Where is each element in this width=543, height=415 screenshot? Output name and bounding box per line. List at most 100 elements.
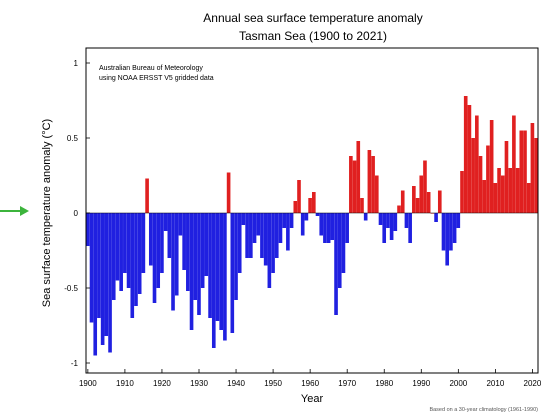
annotation-line-1: Australian Bureau of Meteorology [99, 65, 203, 72]
bar-1938 [226, 172, 231, 213]
bar-1901 [89, 213, 94, 323]
bar-2001 [460, 171, 464, 213]
chart-title: Annual sea surface temperature anomaly [203, 11, 422, 25]
bar-1978 [374, 175, 379, 213]
y-tick-label: 1 [74, 59, 79, 68]
bar-1928 [189, 213, 194, 330]
bar-1940 [234, 213, 238, 300]
x-axis-label: Year [301, 393, 324, 405]
y-tick-label: -1 [71, 359, 79, 368]
bar-1967 [334, 213, 338, 315]
bar-1953 [282, 213, 286, 228]
bar-1946 [256, 213, 261, 236]
bar-2017 [519, 130, 524, 213]
bar-1981 [386, 213, 390, 228]
bar-2012 [500, 175, 505, 213]
bar-1973 [356, 141, 361, 213]
bar-2021 [534, 138, 538, 213]
bars-group [86, 96, 538, 356]
bar-2000 [456, 213, 461, 228]
bar-2006 [478, 156, 483, 213]
bar-1985 [400, 190, 405, 213]
bar-1914 [137, 213, 142, 294]
bar-2018 [523, 130, 527, 213]
bar-1920 [160, 213, 164, 273]
bar-1980 [382, 213, 387, 243]
bar-2004 [471, 138, 475, 213]
bar-1904 [100, 213, 105, 345]
x-ticks-group: 1900 1910 1920 1930 1940 1950 1960 1970 1980 1990… [79, 369, 542, 388]
bar-1957 [297, 180, 301, 213]
bar-1995 [437, 190, 442, 213]
bar-1944 [249, 213, 253, 258]
bar-1949 [267, 213, 272, 288]
bar-1956 [293, 201, 298, 213]
x-tick-label: 1950 [264, 379, 282, 388]
bar-1951 [274, 213, 279, 258]
x-tick-label: 1900 [79, 379, 97, 388]
x-tick-label: 1980 [375, 379, 393, 388]
bar-1925 [178, 213, 183, 236]
bar-1919 [156, 213, 161, 288]
bar-2011 [497, 168, 501, 213]
bar-1942 [241, 213, 246, 225]
annotation-line-2: using NOAA ERSST V5 gridded data [99, 75, 214, 82]
bar-1983 [393, 213, 398, 231]
bar-2015 [512, 115, 516, 213]
bar-1994 [434, 213, 438, 222]
bar-1961 [312, 192, 316, 213]
bar-1955 [289, 213, 294, 228]
bar-1968 [337, 213, 342, 288]
bar-1988 [412, 186, 416, 213]
bar-1976 [367, 150, 372, 213]
bar-1935 [215, 213, 220, 321]
bar-1918 [152, 213, 157, 303]
bar-1934 [211, 213, 216, 348]
bar-1960 [308, 198, 312, 213]
bar-1958 [300, 213, 305, 236]
bar-1987 [408, 213, 412, 243]
bar-2016 [515, 168, 520, 213]
x-tick-label: 2020 [524, 379, 542, 388]
y-tick-label: -0.5 [64, 284, 78, 293]
bar-1912 [130, 213, 135, 318]
bar-1941 [237, 213, 242, 273]
plot-frame [85, 47, 539, 374]
bar-2007 [482, 180, 487, 213]
bar-1971 [349, 156, 353, 213]
bar-1997 [445, 213, 450, 266]
x-tick-label: 1970 [338, 379, 356, 388]
chart-subtitle: Tasman Sea (1900 to 2021) [239, 29, 387, 43]
y-tick-label: 0 [74, 209, 79, 218]
bar-1984 [397, 205, 401, 213]
x-tick-label: 1960 [301, 379, 319, 388]
bar-2010 [493, 183, 498, 213]
bar-1966 [330, 213, 335, 240]
bar-1962 [315, 213, 320, 216]
bar-1924 [174, 213, 179, 296]
y-tick-label: 0.5 [67, 134, 79, 143]
bar-1921 [163, 213, 168, 231]
bar-1907 [111, 213, 116, 300]
bar-1989 [415, 198, 420, 213]
y-axis-label: Sea surface temperature anomaly (°C) [41, 119, 53, 307]
bar-1950 [271, 213, 275, 273]
bar-1948 [263, 213, 268, 266]
bar-1992 [426, 192, 431, 213]
bar-1903 [97, 213, 101, 318]
bar-2009 [489, 120, 494, 213]
bar-1991 [423, 160, 427, 213]
bar-1909 [119, 213, 123, 291]
bar-1979 [378, 213, 383, 225]
bar-1900 [86, 213, 90, 246]
bar-1959 [304, 213, 309, 221]
climatology-footnote: Based on a 30-year climatology (1961-199… [429, 407, 538, 413]
bar-1996 [441, 213, 446, 251]
bar-2013 [504, 141, 509, 213]
bar-1972 [352, 160, 357, 213]
bar-1906 [108, 213, 112, 353]
x-tick-label: 2000 [449, 379, 467, 388]
bar-2019 [526, 183, 531, 213]
bar-1927 [186, 213, 190, 291]
